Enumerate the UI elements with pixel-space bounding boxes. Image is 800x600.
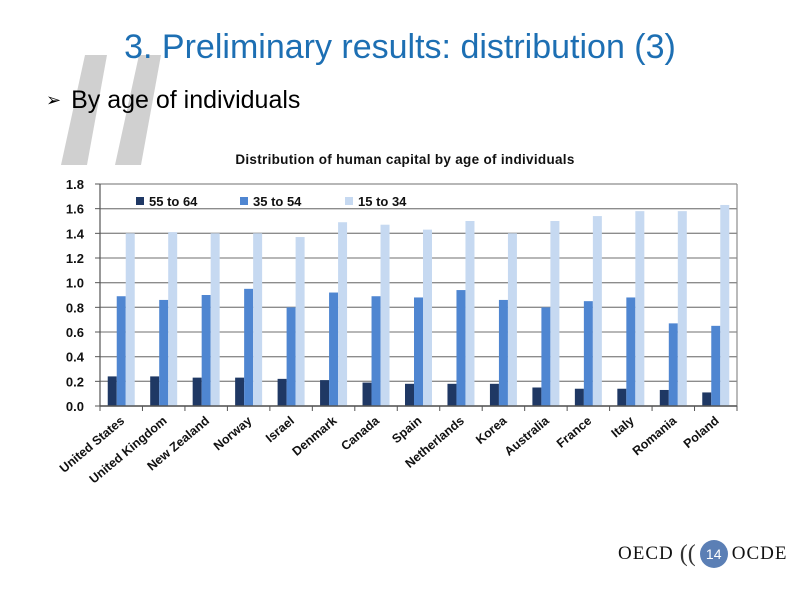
bar-55-to-64-norway [235,377,245,406]
logo-text-left: OECD [618,543,674,564]
bar-55-to-64-united-kingdom [150,376,160,406]
x-tick-label: United Kingdom [87,414,170,487]
legend-swatch [345,197,353,205]
bar-35-to-54-canada [371,296,381,406]
oecd-logo: OECD (( 14 OCDE [618,540,787,568]
logo-text-right: OCDE [731,543,788,564]
x-tick-label: Poland [681,414,722,452]
bar-35-to-54-romania [668,323,678,406]
legend-swatch [136,197,144,205]
bar-55-to-64-korea [489,383,499,406]
chart-title: Distribution of human capital by age of … [235,152,574,167]
bar-15-to-34-spain [423,229,432,406]
bar-35-to-54-australia [541,307,551,406]
y-tick-label: 0.6 [66,325,84,340]
bar-35-to-54-united-states [116,296,126,406]
bar-35-to-54-france [583,301,593,406]
y-tick-label: 1.2 [66,251,84,266]
y-tick-label: 1.4 [66,226,85,241]
y-tick-label: 0.2 [66,374,84,389]
bar-35-to-54-new-zealand [201,295,211,406]
bar-55-to-64-italy [617,388,627,406]
bar-35-to-54-united-kingdom [159,299,169,406]
bar-15-to-34-netherlands [465,221,475,406]
page-number: 14 [699,540,728,568]
bar-55-to-64-united-states [107,376,117,406]
bar-15-to-34-norway [253,233,263,406]
x-tick-label: Denmark [290,414,340,459]
bar-35-to-54-israel [286,307,296,406]
x-tick-label: France [554,414,594,451]
bar-15-to-34-israel [295,237,305,406]
bar-55-to-64-france [574,388,584,406]
bar-35-to-54-spain [414,297,423,406]
legend-label: 55 to 64 [149,194,198,209]
bar-35-to-54-norway [244,288,254,406]
bar-55-to-64-romania [659,389,669,406]
bar-15-to-34-romania [677,211,687,406]
bar-15-to-34-canada [380,224,390,406]
legend-swatch [240,197,248,205]
bar-55-to-64-denmark [320,380,330,406]
logo-bracket-icon: (( [679,540,696,567]
bullet-text: By age of individuals [71,86,301,114]
y-tick-label: 0.8 [66,300,84,315]
y-tick-label: 1.0 [66,276,84,291]
bar-15-to-34-korea [507,233,517,406]
bar-15-to-34-poland [720,204,730,406]
bar-35-to-54-denmark [329,292,339,406]
bar-55-to-64-netherlands [447,383,457,406]
slide-title: 3. Preliminary results: distribution (3) [124,28,676,66]
bar-15-to-34-new-zealand [210,233,220,406]
bar-15-to-34-france [592,216,602,406]
bar-15-to-34-united-kingdom [168,232,178,406]
bar-55-to-64-canada [362,382,372,406]
x-tick-label: Norway [211,414,255,454]
quote-mark-icon [61,55,161,165]
bar-chart: Distribution of human capital by age of … [57,152,738,487]
bar-15-to-34-italy [635,211,645,406]
y-tick-label: 1.8 [66,177,84,192]
bar-15-to-34-denmark [338,222,348,406]
x-tick-label: Australia [502,413,553,459]
bar-55-to-64-israel [277,378,287,406]
x-tick-label: Spain [389,414,424,447]
bar-15-to-34-united-states [125,233,135,406]
arrow-bullet-icon: ➢ [46,90,62,110]
x-tick-label: Canada [338,413,382,453]
bar-55-to-64-poland [702,392,712,406]
bar-35-to-54-korea [498,299,508,406]
bar-55-to-64-new-zealand [192,377,202,406]
bar-55-to-64-australia [532,387,542,406]
x-tick-label: Korea [473,413,510,447]
y-tick-label: 0.0 [66,399,84,414]
y-tick-label: 1.6 [66,202,84,217]
bar-15-to-34-australia [550,221,560,406]
bar-35-to-54-poland [711,325,721,406]
x-tick-label: Israel [263,414,297,446]
bar-35-to-54-netherlands [456,290,466,406]
legend-label: 15 to 34 [358,194,407,209]
bar-55-to-64-spain [405,383,414,406]
legend-label: 35 to 54 [253,194,302,209]
bar-35-to-54-italy [626,297,636,406]
x-tick-label: Italy [609,414,637,441]
y-tick-label: 0.4 [66,350,85,365]
x-tick-label: Romania [630,413,680,458]
bullet-item: ➢ By age of individuals [46,86,300,115]
